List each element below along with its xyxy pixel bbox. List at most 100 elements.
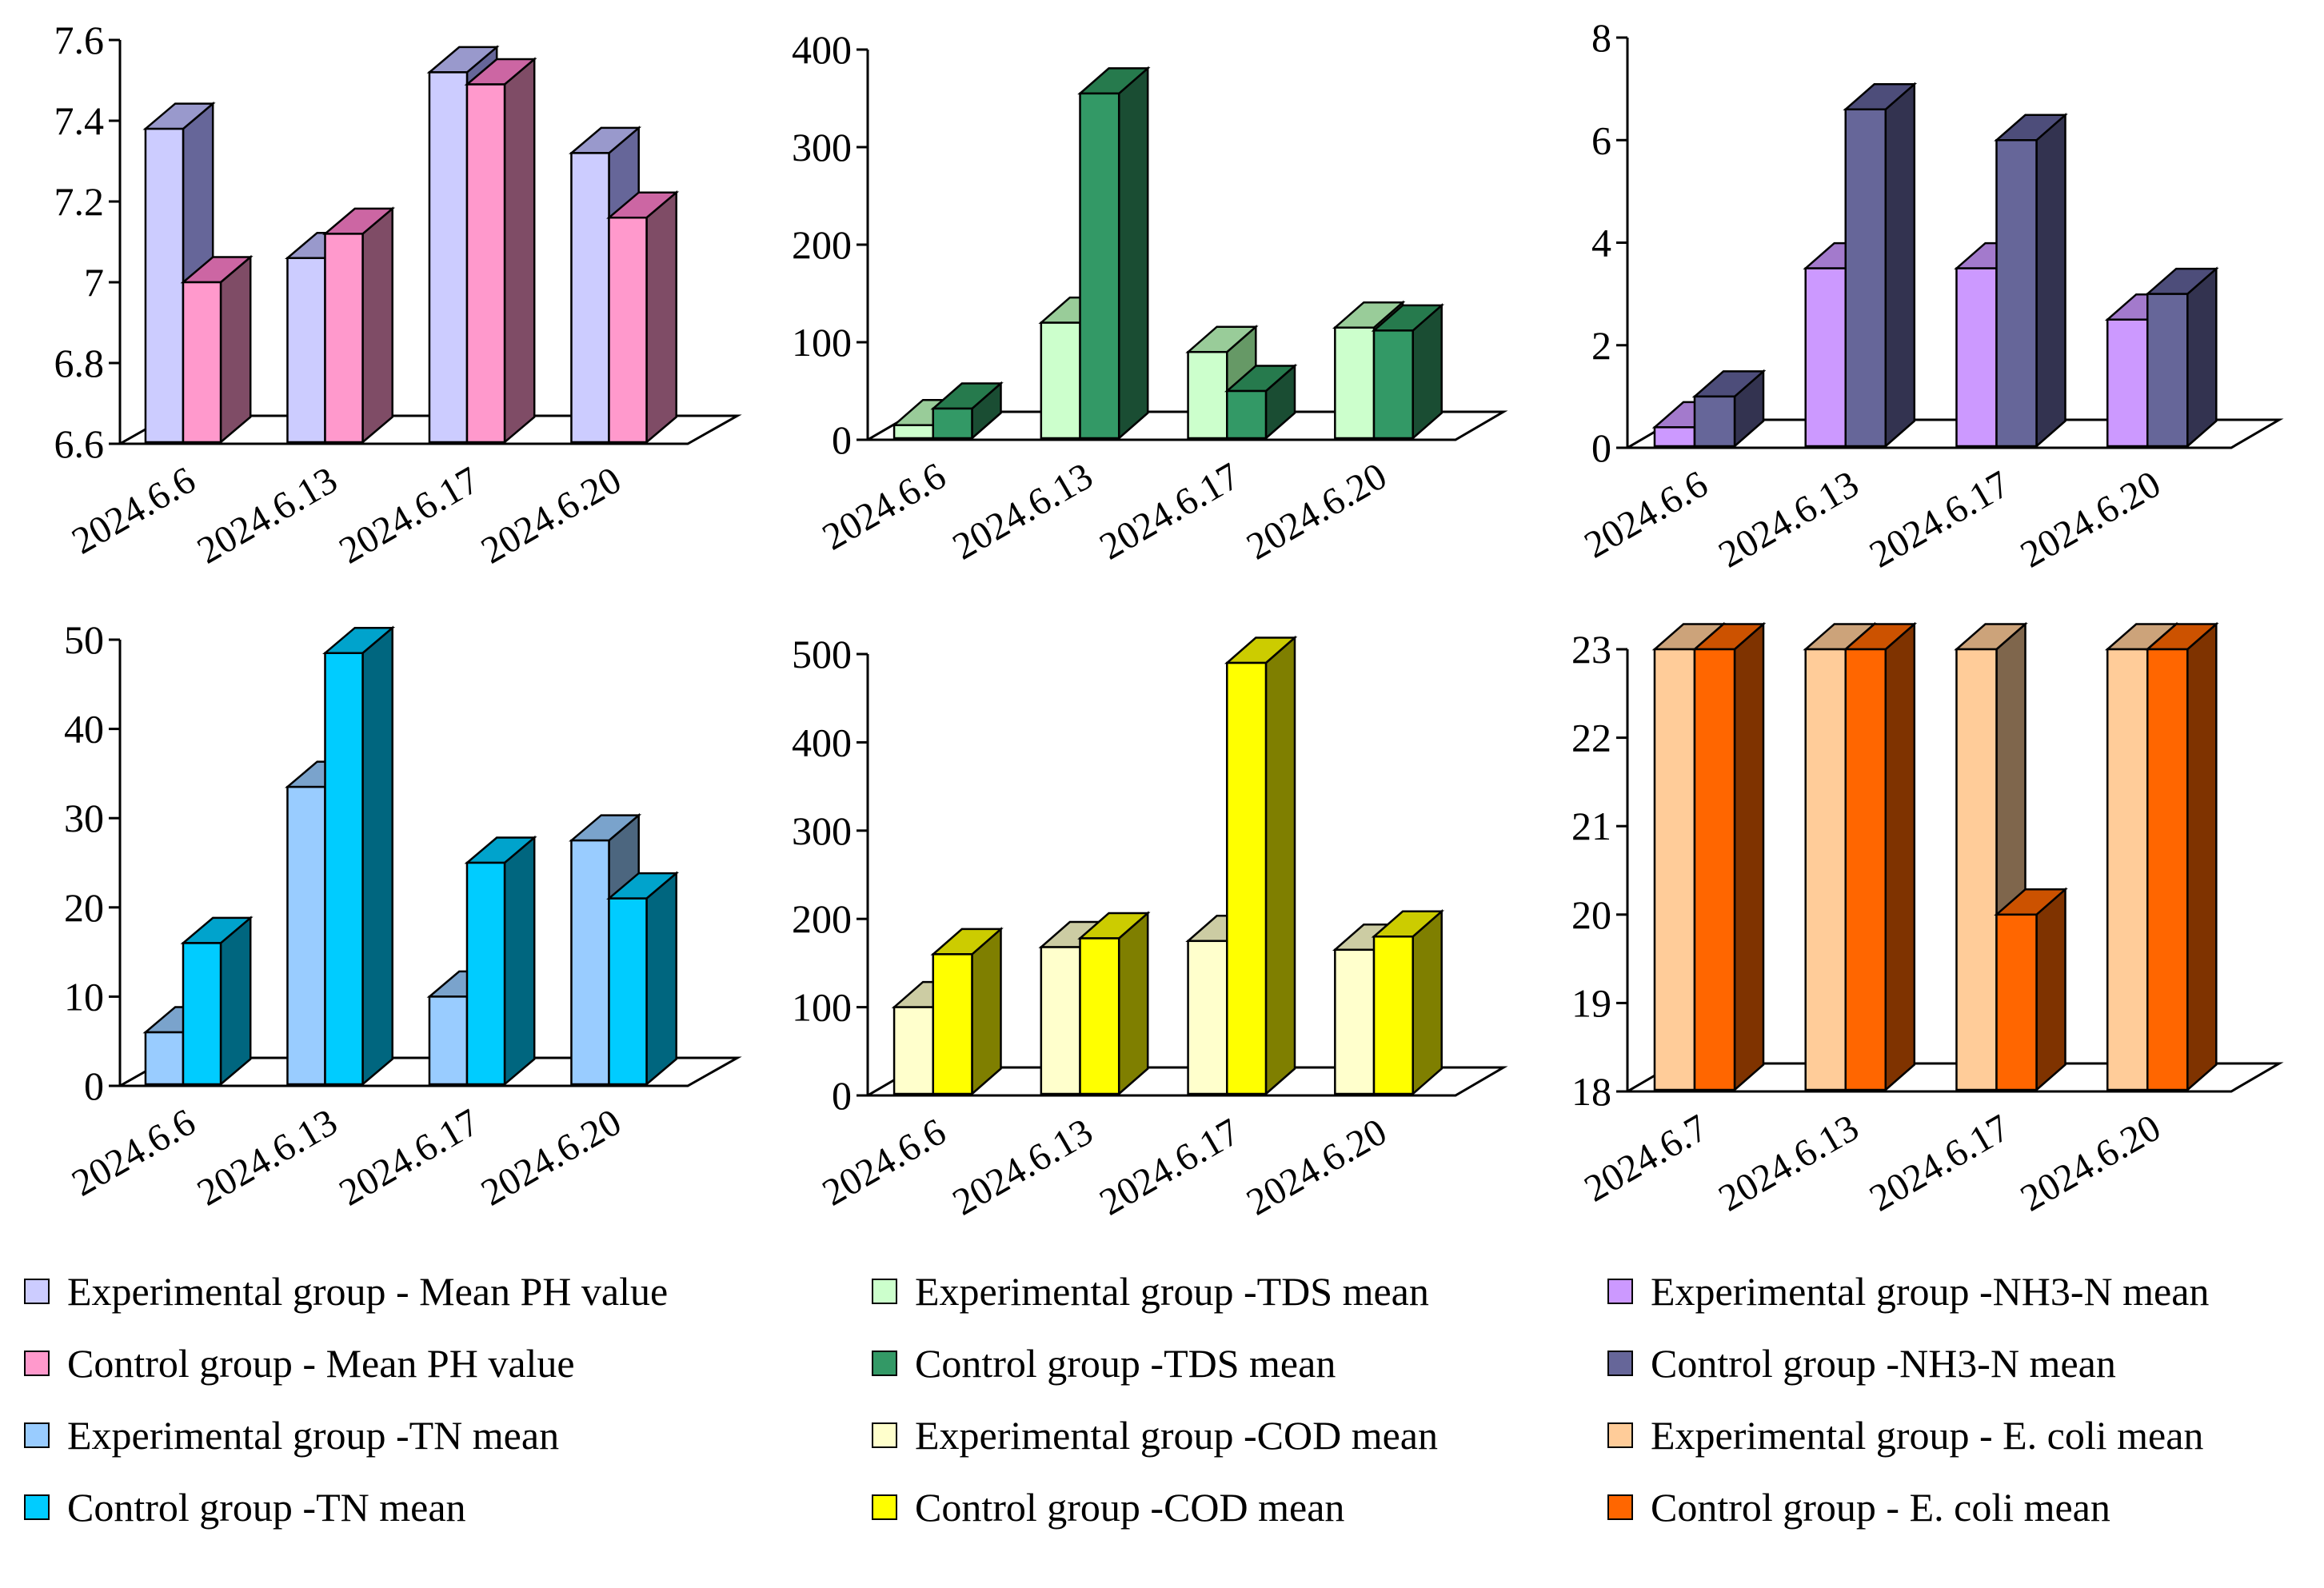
bar-front — [1187, 350, 1228, 440]
legend-swatch — [24, 1351, 50, 1376]
bar-front — [2146, 648, 2189, 1091]
bar-control-1 — [180, 254, 254, 445]
y-tick-label: 6 — [1591, 118, 1611, 162]
bar-front — [1040, 321, 1081, 440]
x-tick-label: 2024.6.17 — [332, 1101, 486, 1215]
y-tick-label: 7.4 — [54, 98, 105, 143]
x-tick-label: 2024.6.17 — [332, 459, 486, 573]
legend-item: Experimental group - Mean PH value — [24, 1267, 668, 1315]
x-tick-label: 2024.6.6 — [1577, 463, 1715, 567]
bar-control-2 — [1077, 911, 1151, 1096]
bar-front — [1653, 426, 1696, 448]
bar-front — [428, 995, 469, 1086]
bar-side — [219, 254, 252, 445]
y-tick-label: 19 — [1571, 980, 1611, 1025]
legend-swatch — [1607, 1494, 1633, 1520]
bar-front — [570, 152, 610, 444]
y-tick-label: 6.6 — [54, 421, 105, 466]
y-tick-label: 400 — [792, 720, 852, 764]
bar-control-1 — [1691, 369, 1767, 449]
legend-item: Experimental group -TN mean — [24, 1411, 559, 1459]
bar-front — [1226, 661, 1268, 1095]
x-tick-label: 2024.6.20 — [474, 1101, 629, 1215]
y-tick-label: 400 — [792, 27, 852, 72]
y-tick-label: 7.6 — [54, 18, 105, 62]
bar-front — [1804, 267, 1847, 448]
bar-control-3 — [1224, 363, 1298, 441]
y-tick-label: 100 — [792, 320, 852, 365]
bar-control-2 — [1843, 82, 1918, 449]
x-tick-label: 2024.6.20 — [2014, 1107, 2168, 1220]
y-tick-label: 8 — [1591, 15, 1611, 60]
bar-front — [1187, 940, 1228, 1095]
legend-swatch — [1607, 1279, 1633, 1304]
legend-item: Control group - Mean PH value — [24, 1339, 575, 1387]
y-tick-label: 200 — [792, 896, 852, 941]
y-tick-label: 2 — [1591, 323, 1611, 368]
bar-side — [2035, 887, 2066, 1092]
y-tick-label: 300 — [792, 808, 852, 853]
legend-swatch — [1607, 1351, 1633, 1376]
x-tick-label: 2024.6.13 — [190, 459, 345, 573]
bar-control-4 — [1371, 909, 1445, 1096]
bar-control-4 — [2144, 621, 2219, 1092]
bar-front — [324, 233, 364, 444]
bar-front — [2106, 318, 2149, 448]
bar-side — [2186, 266, 2218, 449]
y-tick-label: 10 — [64, 974, 104, 1019]
legend-swatch — [872, 1279, 897, 1304]
x-tick-label: 2024.6.20 — [2014, 463, 2168, 577]
x-tick-label: 2024.6.17 — [1092, 455, 1247, 569]
y-tick-label: 50 — [64, 617, 104, 662]
x-tick-label: 2024.6.13 — [1711, 463, 1866, 577]
bar-front — [428, 71, 469, 444]
y-tick-label: 21 — [1571, 804, 1611, 848]
legend-label: Control group -NH3-N mean — [1651, 1341, 2116, 1386]
legend-item: Control group -TN mean — [24, 1483, 466, 1531]
legend-swatch — [872, 1422, 897, 1448]
bar-side — [503, 835, 536, 1087]
bar-front — [1040, 946, 1081, 1095]
bar-front — [1844, 108, 1887, 448]
legend-label: Experimental group - E. coli mean — [1651, 1413, 2204, 1458]
bar-side — [361, 206, 393, 445]
bar-side — [2035, 113, 2066, 449]
legend-label: Control group -COD mean — [915, 1485, 1345, 1530]
bar-front — [1693, 648, 1736, 1091]
y-tick-label: 0 — [832, 417, 852, 462]
legend-item: Control group -COD mean — [872, 1483, 1344, 1531]
legend-label: Control group -TN mean — [67, 1485, 466, 1530]
chart-panel-5: 01002003004005002024.6.62024.6.132024.6.… — [792, 632, 1508, 1224]
legend-swatch — [24, 1422, 50, 1448]
y-tick-label: 0 — [84, 1063, 104, 1108]
bar-front — [1955, 648, 1998, 1091]
bar-front — [1653, 648, 1696, 1091]
legend-item: Experimental group -NH3-N mean — [1607, 1267, 2209, 1315]
y-tick-label: 200 — [792, 222, 852, 267]
x-tick-label: 2024.6.6 — [65, 1101, 202, 1205]
x-tick-label: 2024.6.20 — [1240, 455, 1394, 569]
bar-front — [2106, 648, 2149, 1091]
legend-label: Control group -TDS mean — [915, 1341, 1336, 1386]
y-tick-label: 20 — [64, 885, 104, 930]
legend-label: Control group - E. coli mean — [1651, 1485, 2110, 1530]
legend-label: Experimental group -NH3-N mean — [1651, 1269, 2210, 1314]
legend-item: Control group -NH3-N mean — [1607, 1339, 2116, 1387]
bar-side — [971, 927, 1002, 1096]
legend-item: Control group -TDS mean — [872, 1339, 1336, 1387]
x-tick-label: 2024.6.13 — [946, 1111, 1100, 1224]
x-tick-label: 2024.6.20 — [474, 459, 629, 573]
bar-control-4 — [606, 871, 680, 1087]
x-tick-label: 2024.6.13 — [190, 1101, 345, 1215]
bar-control-3 — [1994, 113, 2068, 449]
bar-front — [1079, 92, 1120, 440]
chart-panel-4: 0 10 20 30 40 50 2024.6.62024.6.132024.6.17202… — [64, 617, 742, 1215]
legend-label: Control group - Mean PH value — [67, 1341, 575, 1386]
bar-front — [932, 407, 973, 440]
y-tick-label: 6.8 — [54, 341, 105, 385]
bar-side — [1412, 909, 1443, 1096]
bar-front — [144, 127, 185, 444]
legend-item: Experimental group -COD mean — [872, 1411, 1438, 1459]
bar-front — [932, 953, 973, 1095]
